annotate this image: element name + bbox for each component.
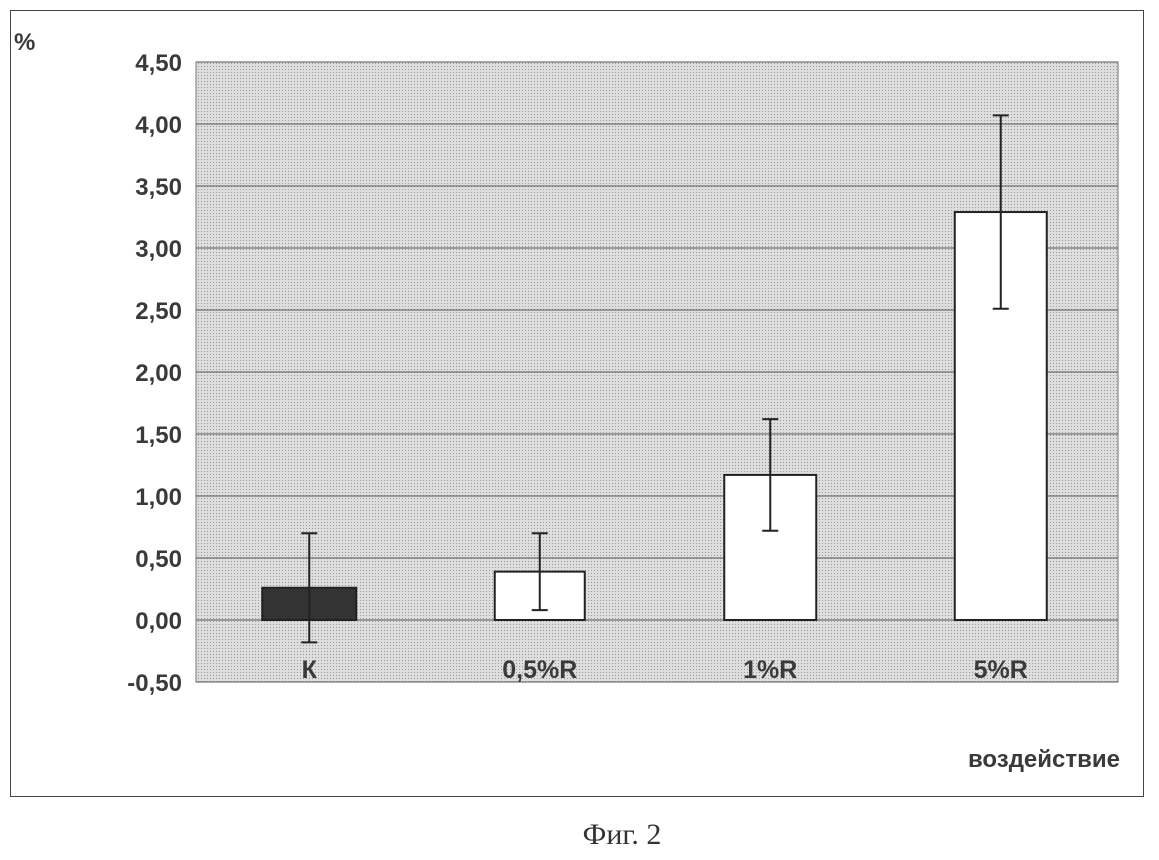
x-axis-label: воздействие: [968, 746, 1120, 773]
y-tick-label: 3,00: [135, 236, 182, 263]
y-axis-label: %: [14, 29, 35, 56]
y-tick-label: 2,00: [135, 360, 182, 387]
x-category-label: 0,5%R: [502, 656, 577, 684]
x-category-label: 1%R: [743, 656, 797, 684]
x-category-label: К: [302, 656, 318, 684]
x-category-label: 5%R: [974, 656, 1028, 684]
y-tick-label: 0,00: [135, 608, 182, 635]
y-tick-label: 2,50: [135, 298, 182, 325]
y-tick-label: 4,50: [135, 50, 182, 77]
y-tick-label: 1,50: [135, 422, 182, 449]
y-axis-ticks: 4,50 4,00 3,50 3,00 2,50 2,00 1,50 1,00 0,50 0,00…: [127, 50, 182, 697]
y-tick-label: 1,00: [135, 484, 182, 511]
y-tick-label: 0,50: [135, 546, 182, 573]
y-tick-label: -0,50: [127, 670, 182, 697]
figure-caption: Фиг. 2: [583, 818, 662, 851]
y-tick-label: 4,00: [135, 112, 182, 139]
y-tick-label: 3,50: [135, 174, 182, 201]
